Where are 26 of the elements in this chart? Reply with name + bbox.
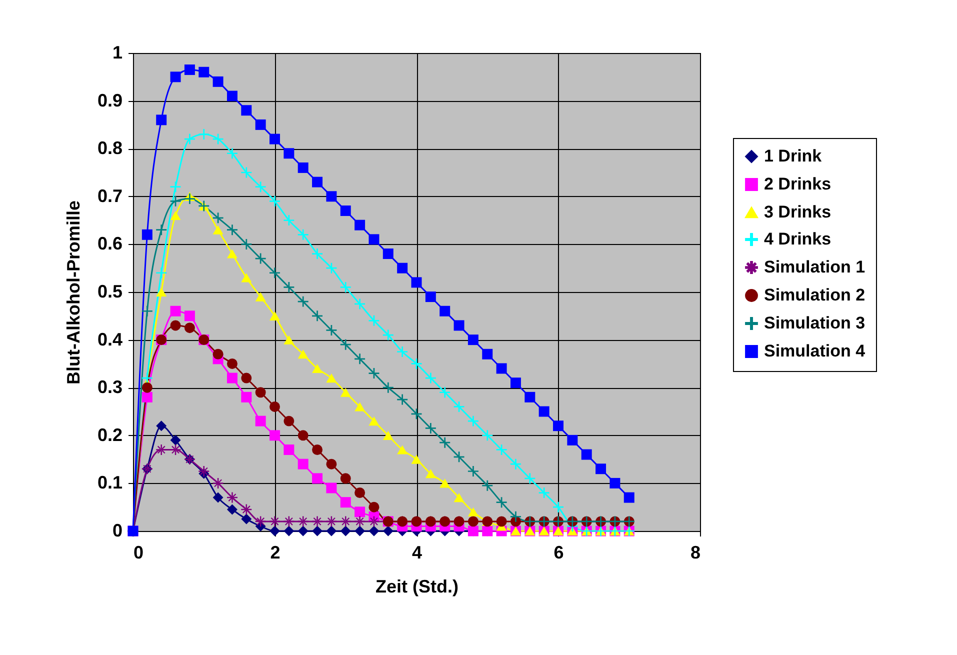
y-tick-label: 0 <box>112 520 122 540</box>
x-tick-label: 6 <box>554 542 564 562</box>
y-tick-label: 0.8 <box>97 138 122 158</box>
x-tick-label: 2 <box>270 542 280 562</box>
y-tick-label: 1 <box>112 42 122 62</box>
y-tick-label: 0.3 <box>97 377 122 398</box>
x-tick-label: 8 <box>690 542 700 562</box>
legend-label: Simulation 3 <box>764 314 866 332</box>
y-tick-label: 0.7 <box>97 186 122 206</box>
legend-label: Simulation 4 <box>764 342 866 360</box>
y-tick-label: 0.2 <box>97 424 122 445</box>
legend-label: 4 Drinks <box>764 230 832 248</box>
y-tick-label: 0.5 <box>97 282 122 302</box>
legend-label: 1 Drink <box>764 146 822 166</box>
y-axis-title: Blut-Alkohol-Promille <box>63 200 84 384</box>
legend-label: Simulation 2 <box>764 286 866 304</box>
x-axis-title: Zeit (Std.) <box>376 576 458 596</box>
y-tick-label: 0.4 <box>97 329 122 350</box>
legend-label: Simulation 1 <box>764 258 866 276</box>
x-tick-label: 0 <box>134 542 144 562</box>
y-tick-label: 0.9 <box>97 90 122 110</box>
y-tick-label: 0.1 <box>97 472 122 493</box>
legend-label: 2 Drinks <box>764 174 832 194</box>
legend-label: 3 Drinks <box>764 202 832 222</box>
y-tick-label: 0.6 <box>97 234 122 254</box>
x-tick-label: 4 <box>412 542 422 562</box>
